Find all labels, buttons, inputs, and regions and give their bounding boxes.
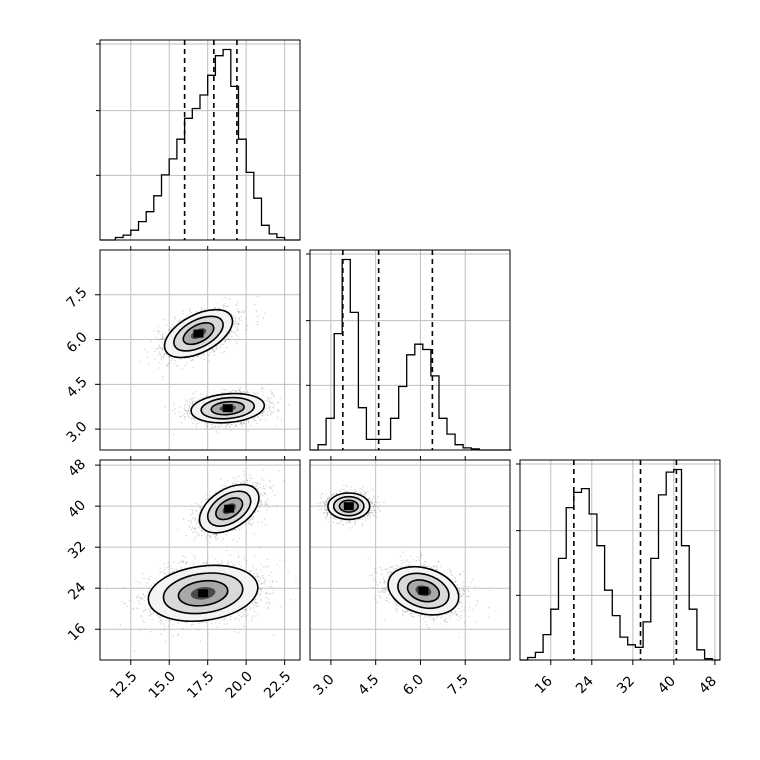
ytick-label-2-3: 40 [65,497,89,521]
frame-hist-0 [99,39,301,241]
frame-scatter-0 [99,249,301,451]
xtick-label-1-2: 6.0 [400,672,427,699]
density-peak-2-0 [343,502,354,511]
xtick-label-2-0: 16 [532,673,556,697]
density-peak-1-1 [198,589,209,598]
ytick-label-2-1: 24 [65,579,89,603]
frame-hist-2 [519,459,721,661]
panel-hist-param-1 [306,249,512,451]
ytick-label-2-0: 16 [65,620,89,644]
panel-hist-param-2 [516,459,721,661]
xtick-label-0-2: 17.5 [184,668,217,701]
frame-scatter-1 [99,459,301,661]
hist-line-param-1 [310,258,512,451]
xtick-label-1-3: 7.5 [445,672,472,699]
panel-scatter-param-1-vs-param-2 [309,459,511,661]
density-peak-0-0 [193,329,204,338]
xtick-label-2-1: 24 [573,673,597,697]
panel-hist-param-0 [96,39,301,241]
xtick-label-2-2: 32 [614,673,638,697]
panel-scatter-param-0-vs-param-1 [99,249,301,451]
hist-line-param-2 [520,468,720,661]
panel-scatter-param-0-vs-param-2 [99,459,301,661]
xtick-label-0-1: 15.0 [146,668,179,701]
scatter-points-1 [106,469,300,652]
density-peak-2-1 [418,586,429,595]
xtick-label-1-1: 4.5 [355,672,382,699]
hist-line-param-0 [100,48,300,241]
xtick-label-0-3: 20.0 [223,668,256,701]
density-peak-1-0 [224,504,235,513]
ytick-label-1-1: 4.5 [64,374,91,401]
xtick-label-2-4: 48 [696,673,720,697]
xtick-label-0-0: 12.5 [107,668,140,701]
density-peak-0-1 [222,404,233,413]
xtick-label-2-3: 40 [655,673,679,697]
ytick-label-2-2: 32 [65,538,89,562]
ytick-label-2-4: 48 [65,456,89,480]
xtick-label-1-0: 3.0 [311,672,338,699]
xtick-label-0-4: 22.5 [261,668,294,701]
ytick-label-1-3: 7.5 [64,284,91,311]
frame-hist-1 [309,249,511,451]
ytick-label-1-0: 3.0 [64,419,91,446]
ytick-label-1-2: 6.0 [64,329,91,356]
frame-scatter-2 [309,459,511,661]
